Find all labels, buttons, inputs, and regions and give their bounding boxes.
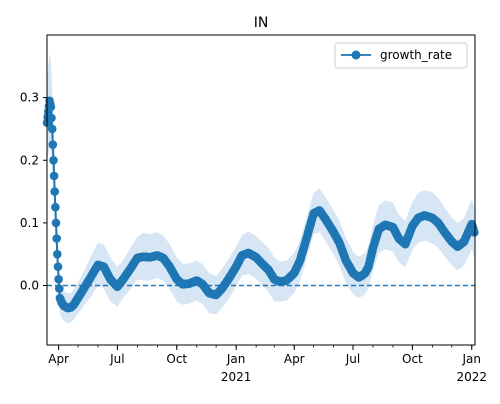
y-tick-label: 0.3	[20, 91, 39, 105]
x-tick-label: Jul	[109, 352, 124, 366]
y-axis: 0.0 0.1 0.2 0.3	[20, 91, 47, 293]
data-point	[49, 156, 58, 165]
x-tick-year-label: 2022	[456, 370, 487, 384]
data-point	[47, 113, 56, 123]
y-tick-label: 0.0	[20, 279, 39, 293]
x-tick-label: Apr	[284, 352, 305, 366]
x-tick-year-label: 2021	[221, 370, 252, 384]
y-tick-label: 0.2	[20, 153, 39, 167]
data-point	[53, 249, 62, 259]
x-tick-label: Oct	[166, 352, 187, 366]
legend-marker	[351, 50, 361, 60]
x-tick-label: Jan	[462, 352, 482, 366]
legend-label: growth_rate	[380, 48, 452, 62]
x-tick-label: Oct	[402, 352, 423, 366]
data-point	[470, 228, 479, 237]
data-point	[53, 262, 63, 272]
data-point	[48, 140, 58, 149]
axes-frame	[46, 34, 476, 346]
data-point	[47, 124, 57, 134]
x-tick-label: Jan	[226, 352, 246, 366]
data-point	[52, 234, 61, 243]
data-point	[55, 284, 64, 293]
data-point	[51, 218, 61, 228]
data-point	[50, 187, 59, 196]
legend-box	[334, 42, 468, 69]
y-tick-label: 0.1	[20, 216, 39, 230]
data-point	[54, 274, 63, 284]
x-tick-label: Jul	[345, 352, 360, 366]
chart-title: IN	[254, 15, 269, 31]
data-point	[46, 102, 56, 112]
plot-area	[42, 53, 479, 324]
data-point	[51, 202, 60, 212]
x-axis: Apr Jul Oct Jan 2021 Apr Jul Oct Jan 2022	[48, 345, 487, 384]
series-markers-growth-rate	[42, 96, 479, 313]
legend: growth_rate	[334, 42, 468, 69]
data-point	[49, 171, 59, 181]
x-tick-label: Apr	[48, 352, 69, 366]
